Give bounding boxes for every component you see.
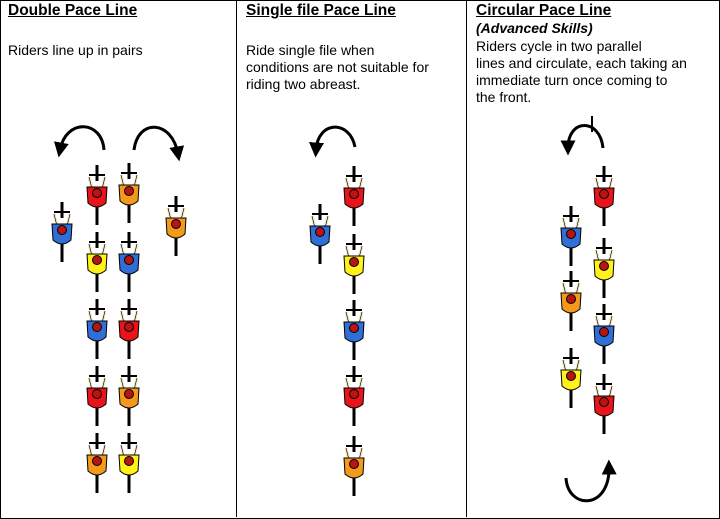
rotation-arrow-left-icon — [309, 125, 357, 158]
column-description: Riders line up in pairs — [8, 42, 228, 59]
rider-icon — [560, 271, 582, 331]
description-line: Riders line up in pairs — [8, 42, 143, 58]
rider-icon — [86, 232, 108, 292]
rider-icon — [86, 165, 108, 225]
column-title: Double Pace Line — [8, 2, 138, 19]
rider-icon — [343, 234, 365, 294]
rider-icon — [118, 366, 140, 426]
column-circular-pace-line: Circular Pace Line (Advanced Skills) Rid… — [467, 0, 718, 517]
description-line: riding two abreast. — [246, 76, 361, 92]
rotation-arrow-bottom-icon — [564, 459, 617, 503]
rider-icon — [118, 299, 140, 359]
rider-icon — [593, 238, 615, 298]
column-single-file-pace-line: Single file Pace Line Ride single file w… — [237, 0, 467, 517]
column-description: Ride single file when conditions are not… — [246, 42, 461, 93]
description-line: Riders cycle in two parallel — [476, 38, 642, 54]
rotation-arrow-top-icon — [560, 124, 605, 156]
rider-icon — [560, 348, 582, 408]
rider-icon — [343, 300, 365, 360]
column-description: Riders cycle in two parallel lines and c… — [476, 38, 716, 106]
rotation-arrow-left-icon — [54, 125, 106, 158]
rider-icon — [86, 366, 108, 426]
column-title: Single file Pace Line — [246, 2, 396, 19]
column-subtitle: (Advanced Skills) — [476, 20, 593, 36]
column-title: Circular Pace Line — [476, 2, 612, 19]
rider-icon — [343, 366, 365, 426]
rider-icon — [118, 232, 140, 292]
rider-icon — [51, 202, 73, 262]
description-line: immediate turn once coming to — [476, 72, 668, 88]
rider-icon — [593, 166, 615, 226]
rider-icon — [118, 163, 140, 223]
rider-icon — [343, 436, 365, 496]
rotation-arrow-right-icon — [132, 125, 185, 162]
rider-icon — [165, 196, 187, 256]
rider-icon — [86, 299, 108, 359]
description-line: the front. — [476, 89, 532, 105]
description-line: Ride single file when — [246, 42, 375, 58]
rider-icon — [309, 204, 331, 264]
rider-icon — [86, 433, 108, 493]
rider-icon — [593, 374, 615, 434]
description-line: lines and circulate, each taking an — [476, 55, 687, 71]
riders-layer — [51, 163, 615, 496]
rider-icon — [118, 433, 140, 493]
rider-icon — [593, 304, 615, 364]
rider-icon — [560, 206, 582, 266]
description-line: conditions are not suitable for — [246, 59, 429, 75]
rider-icon — [343, 166, 365, 226]
column-double-pace-line: Double Pace Line Riders line up in pairs — [0, 0, 237, 517]
